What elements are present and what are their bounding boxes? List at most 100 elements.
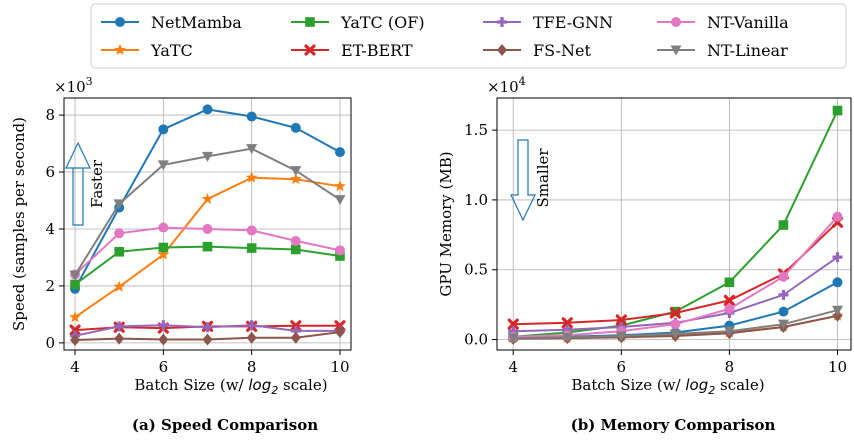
- exponent-label: ×104: [487, 75, 526, 96]
- data-point: [724, 303, 735, 314]
- data-point: [158, 320, 169, 331]
- chart-panel-speed: 4 6 8 10 0 2 4 6 8 ×103 Speed (samples per second)…: [10, 75, 352, 434]
- series-et-bert: [507, 216, 844, 330]
- legend-marker: [305, 17, 315, 27]
- series-yatc: [69, 171, 346, 323]
- legend-marker: [671, 17, 681, 27]
- data-point: [69, 324, 81, 336]
- data-point: [832, 309, 843, 322]
- data-point: [202, 223, 213, 234]
- y-tick-label: 2: [45, 277, 55, 295]
- data-point: [832, 211, 843, 222]
- y-tick-label: 0.5: [464, 261, 488, 279]
- legend-label: NT-Vanilla: [707, 13, 789, 32]
- x-axis-label: Batch Size (w/ log2 scale): [571, 376, 764, 397]
- legend-marker: [304, 44, 316, 56]
- chart-panel-memory: 4 6 8 10 0.0 0.5 1.0 1.5 ×104 GPU Memory (MB) Batc…: [437, 75, 852, 434]
- data-point: [334, 180, 346, 192]
- legend-label: NetMamba: [151, 13, 242, 32]
- series-fs-net: [70, 326, 345, 347]
- data-point: [113, 280, 126, 292]
- data-point: [507, 318, 519, 330]
- legend-label: ET-BERT: [341, 41, 413, 60]
- data-point: [202, 333, 213, 346]
- data-point: [832, 277, 843, 288]
- y-tick-label: 8: [45, 106, 55, 124]
- data-point: [157, 160, 169, 171]
- data-point: [669, 307, 681, 319]
- data-point: [114, 246, 124, 257]
- data-point: [202, 151, 213, 162]
- data-point: [202, 241, 213, 252]
- data-point: [69, 311, 81, 323]
- data-point: [113, 199, 125, 210]
- data-point: [778, 306, 789, 317]
- legend-label: FS-Net: [533, 41, 592, 60]
- legend-item-nt-vanilla: NT-Vanilla: [657, 13, 789, 32]
- y-tick-label: 4: [45, 220, 55, 238]
- x-tick-label: 6: [617, 358, 627, 376]
- data-point: [69, 270, 81, 281]
- data-point: [158, 222, 169, 233]
- data-point: [158, 124, 169, 135]
- y-axis-label: GPU Memory (MB): [437, 151, 455, 296]
- data-point: [561, 332, 573, 343]
- data-point: [778, 289, 789, 300]
- data-point: [777, 319, 789, 330]
- x-tick-label: 4: [70, 358, 80, 376]
- exponent-label: ×103: [54, 75, 93, 96]
- data-point: [723, 326, 735, 337]
- data-point: [615, 331, 627, 342]
- series-nt-vanilla: [70, 222, 345, 280]
- data-point: [334, 245, 345, 256]
- annotation-label: Smaller: [534, 148, 552, 208]
- series-nt-linear: [69, 144, 346, 281]
- legend-item-fs-net: FS-Net: [483, 41, 592, 60]
- legend-marker: [497, 44, 507, 56]
- data-point: [778, 271, 789, 282]
- annotation-faster: Faster: [65, 141, 106, 226]
- x-tick-label: 4: [508, 358, 518, 376]
- data-point: [246, 243, 257, 253]
- legend-item-tfe-gnn: TFE-GNN: [483, 13, 613, 32]
- data-point: [245, 171, 258, 183]
- legend-label: YaTC (OF): [340, 13, 425, 32]
- legend-item-netmamba: NetMamba: [101, 13, 242, 32]
- data-point: [507, 333, 519, 344]
- data-point: [246, 320, 257, 331]
- x-tick-label: 8: [247, 358, 257, 376]
- axes-frame: [496, 97, 852, 351]
- legend-frame: [90, 3, 847, 69]
- data-point: [201, 192, 214, 205]
- legend-marker: [497, 17, 507, 27]
- legend-item-nt-linear: NT-Linear: [657, 41, 788, 60]
- x-tick-label: 10: [330, 358, 349, 376]
- chart-caption: (a) Speed Comparison: [132, 416, 318, 434]
- data-point: [114, 321, 125, 332]
- legend-marker: [114, 43, 126, 56]
- data-point: [334, 195, 346, 206]
- y-tick-label: 1.0: [464, 191, 488, 209]
- data-point: [246, 144, 258, 155]
- data-point: [246, 111, 257, 122]
- y-axis-label: Speed (samples per second): [10, 117, 28, 331]
- data-point: [158, 242, 169, 253]
- data-point: [334, 320, 346, 332]
- data-point: [202, 322, 213, 333]
- series-nt-linear: [507, 305, 843, 344]
- y-tick-label: 0.0: [464, 331, 488, 349]
- data-point: [615, 314, 627, 326]
- data-point: [246, 331, 257, 344]
- legend-marker: [670, 45, 682, 56]
- data-point: [291, 244, 301, 255]
- data-point: [290, 166, 302, 177]
- data-point: [832, 105, 843, 116]
- legend-label: TFE-GNN: [533, 13, 613, 32]
- data-point: [290, 320, 302, 332]
- data-point: [70, 279, 80, 290]
- data-point: [114, 228, 125, 239]
- legend-label: YaTC: [150, 41, 193, 60]
- legend-marker: [115, 17, 125, 27]
- data-point: [202, 104, 213, 115]
